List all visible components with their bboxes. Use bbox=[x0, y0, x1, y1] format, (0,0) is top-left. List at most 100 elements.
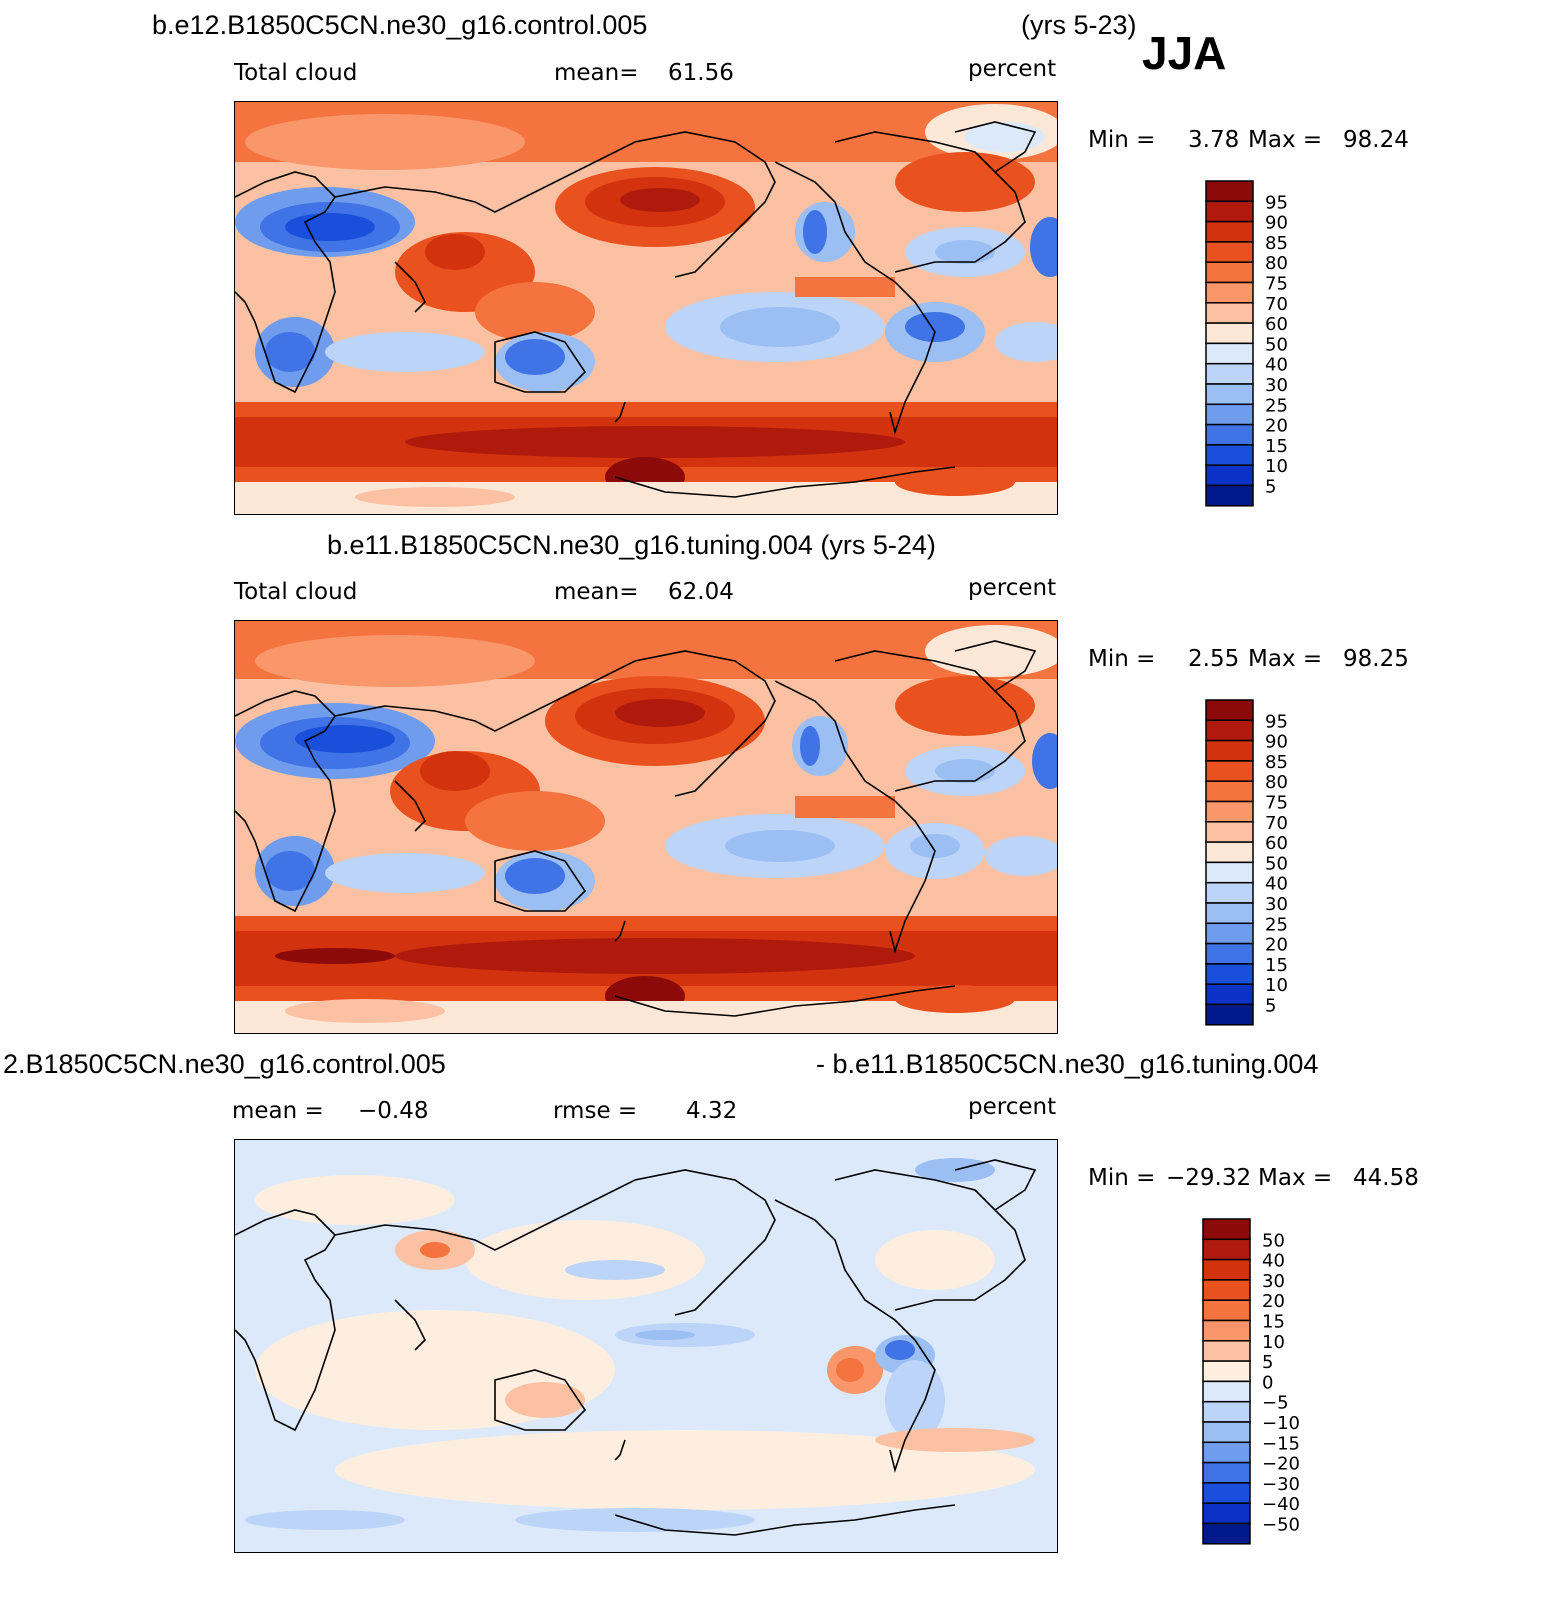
colorbar-swatch bbox=[1205, 383, 1254, 406]
colorbar-tick-label: 95 bbox=[1265, 711, 1288, 732]
colorbar-swatch bbox=[1205, 200, 1254, 223]
panel1-min-label: Min = bbox=[1088, 127, 1156, 153]
colorbar-tick-label: 40 bbox=[1265, 355, 1288, 376]
colorbar-tick-label: 50 bbox=[1265, 334, 1288, 355]
colorbar-tick-label: 10 bbox=[1265, 975, 1288, 996]
colorbar-swatch bbox=[1202, 1238, 1251, 1261]
panel1-map bbox=[234, 101, 1058, 515]
colorbar-swatch bbox=[1205, 464, 1254, 487]
colorbar-swatch bbox=[1205, 821, 1254, 843]
colorbar-tick-label: 90 bbox=[1265, 213, 1288, 234]
panel2-field-label: Total cloud bbox=[234, 579, 358, 605]
colorbar-tick-label: 40 bbox=[1265, 874, 1288, 895]
panel2-min-label: Min = bbox=[1088, 646, 1156, 672]
colorbar-tick-label: 70 bbox=[1265, 813, 1288, 834]
colorbar-tick-label: 0 bbox=[1262, 1372, 1273, 1393]
colorbar-tick-label: −30 bbox=[1262, 1474, 1300, 1495]
colorbar-swatch bbox=[1202, 1340, 1251, 1362]
panel2-map-field bbox=[235, 621, 1057, 1033]
colorbar-tick-label: 5 bbox=[1265, 996, 1276, 1017]
panel3-max-label: Max = bbox=[1258, 1165, 1333, 1191]
panel2-map bbox=[234, 620, 1058, 1034]
colorbar-swatch bbox=[1202, 1360, 1251, 1383]
colorbar-swatch bbox=[1202, 1279, 1251, 1301]
colorbar-swatch bbox=[1202, 1299, 1251, 1322]
colorbar-tick-label: 30 bbox=[1262, 1271, 1285, 1292]
colorbar-tick-label: −5 bbox=[1262, 1393, 1289, 1414]
colorbar-tick-label: 75 bbox=[1265, 274, 1288, 295]
colorbar-tick-label: 95 bbox=[1265, 192, 1288, 213]
panel3-min-label: Min = bbox=[1088, 1165, 1156, 1191]
colorbar-tick-label: 50 bbox=[1262, 1230, 1285, 1251]
colorbar-tick-label: 15 bbox=[1265, 436, 1288, 457]
colorbar-swatch bbox=[1205, 719, 1254, 742]
colorbar-swatch bbox=[1205, 444, 1254, 466]
panel1-mean-label: mean= bbox=[554, 60, 639, 86]
panel3-units: percent bbox=[968, 1094, 1057, 1120]
panel2-max-label: Max = bbox=[1248, 646, 1323, 672]
panel3-max-value: 44.58 bbox=[1353, 1165, 1419, 1191]
colorbar-tick-label: 20 bbox=[1265, 416, 1288, 437]
colorbar-tick-label: 10 bbox=[1265, 456, 1288, 477]
colorbar-tick-label: 60 bbox=[1265, 833, 1288, 854]
colorbar-swatch bbox=[1205, 942, 1254, 965]
colorbar-tick-label: 85 bbox=[1265, 752, 1288, 773]
panel2-mean-label: mean= bbox=[554, 579, 639, 605]
panel1-max-value: 98.24 bbox=[1343, 127, 1409, 153]
colorbar-tick-label: 40 bbox=[1262, 1251, 1285, 1272]
colorbar-swatch bbox=[1205, 362, 1254, 385]
colorbar-tick-label: −40 bbox=[1262, 1494, 1300, 1515]
colorbar-tick-label: 75 bbox=[1265, 793, 1288, 814]
panel3-colorbar: 50 40 30 20 15 10 5 0 −5 −10 −15 −20 −30 −40 −50 bbox=[1202, 1218, 1343, 1545]
colorbar-tick-label: 15 bbox=[1262, 1312, 1285, 1333]
colorbar-tick-label: 30 bbox=[1265, 375, 1288, 396]
colorbar-tick-label: 5 bbox=[1265, 477, 1276, 498]
panel1-field-label: Total cloud bbox=[234, 60, 358, 86]
colorbar-swatch bbox=[1205, 841, 1254, 864]
colorbar-swatch bbox=[1205, 423, 1254, 446]
colorbar-swatch bbox=[1205, 180, 1254, 203]
panel3-rmse-label: rmse = bbox=[553, 1098, 638, 1124]
panel1-min-value: 3.78 bbox=[1188, 127, 1240, 153]
colorbar-swatch bbox=[1205, 699, 1254, 722]
colorbar-swatch bbox=[1205, 241, 1254, 263]
colorbar-tick-label: 80 bbox=[1265, 772, 1288, 793]
colorbar-swatch bbox=[1205, 780, 1254, 803]
colorbar-swatch bbox=[1205, 220, 1254, 243]
colorbar-tick-label: 90 bbox=[1265, 732, 1288, 753]
panel1-colorbar: 95 90 85 80 75 70 60 50 40 30 25 20 15 10 5 bbox=[1205, 180, 1326, 507]
colorbar-swatch bbox=[1205, 881, 1254, 904]
years-control: (yrs 5-23) bbox=[1021, 10, 1137, 40]
colorbar-tick-label: 20 bbox=[1265, 935, 1288, 956]
panel3-mean-value: −0.48 bbox=[358, 1098, 429, 1124]
colorbar-tick-label: 25 bbox=[1265, 914, 1288, 935]
colorbar-tick-label: 85 bbox=[1265, 233, 1288, 254]
panel3-rmse-value: 4.32 bbox=[686, 1098, 738, 1124]
panel2-mean-value: 62.04 bbox=[668, 579, 734, 605]
colorbar-tick-label: 70 bbox=[1265, 294, 1288, 315]
colorbar-swatch bbox=[1205, 922, 1254, 945]
colorbar-swatch bbox=[1205, 983, 1254, 1006]
colorbar-swatch bbox=[1205, 484, 1254, 507]
panel3-map bbox=[234, 1139, 1058, 1553]
colorbar-swatch bbox=[1205, 322, 1254, 345]
colorbar-tick-label: 10 bbox=[1262, 1332, 1285, 1353]
colorbar-tick-label: 50 bbox=[1265, 853, 1288, 874]
panel1-map-field bbox=[235, 102, 1057, 514]
colorbar-swatch bbox=[1202, 1482, 1251, 1504]
panel3-map-field bbox=[235, 1140, 1057, 1552]
colorbar-swatch bbox=[1205, 1003, 1254, 1026]
colorbar-swatch bbox=[1205, 281, 1254, 304]
colorbar-swatch bbox=[1202, 1502, 1251, 1525]
panel1-max-label: Max = bbox=[1248, 127, 1323, 153]
colorbar-swatch bbox=[1205, 963, 1254, 985]
colorbar-tick-label: 60 bbox=[1265, 314, 1288, 335]
title-diff-right: - b.e11.B1850C5CN.ne30_g16.tuning.004 bbox=[816, 1049, 1319, 1079]
colorbar-tick-label: 30 bbox=[1265, 894, 1288, 915]
colorbar-swatch bbox=[1202, 1319, 1251, 1342]
colorbar-swatch bbox=[1202, 1380, 1251, 1403]
colorbar-tick-label: 15 bbox=[1265, 955, 1288, 976]
colorbar-swatch bbox=[1205, 861, 1254, 884]
colorbar-swatch bbox=[1202, 1461, 1251, 1484]
